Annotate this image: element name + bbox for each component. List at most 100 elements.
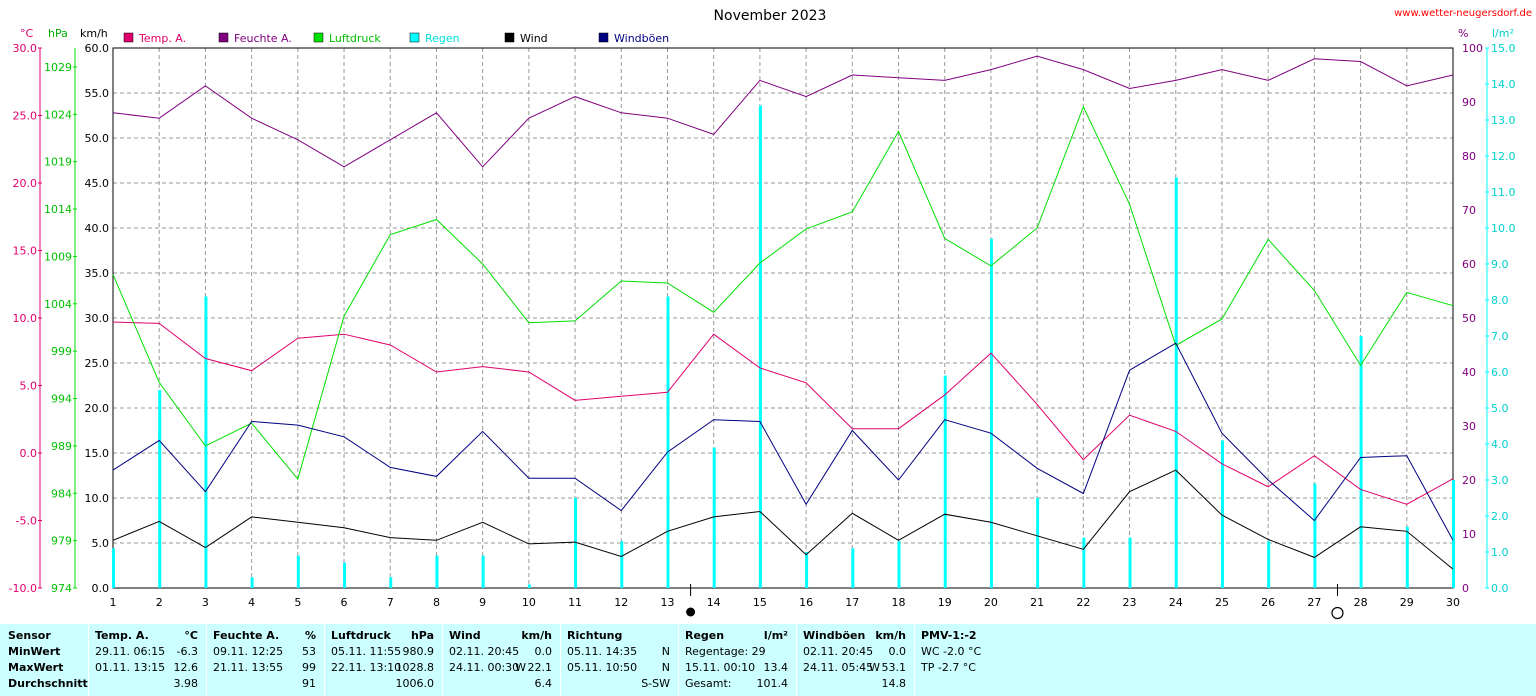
legend-label: Wind: [520, 32, 548, 45]
row-label-max: MaxWert: [8, 661, 64, 674]
day-tick-label: 18: [892, 596, 906, 609]
temp-unit: °C: [184, 629, 198, 642]
pressure-tick-label: 989: [51, 440, 72, 453]
wind-min: 0.0: [534, 645, 553, 658]
rain-bar: [343, 562, 347, 588]
humidity-min-time: 09.11. 12:25: [213, 645, 284, 658]
rain-bar: [435, 555, 439, 588]
rain-bar: [712, 447, 716, 588]
wind-tick-label: 60.0: [85, 42, 110, 55]
temp-tick-label: -5.0: [16, 515, 37, 528]
rain-bar: [943, 375, 947, 588]
humidity-tick-label: 20: [1462, 474, 1476, 487]
rain-bar: [1036, 498, 1040, 588]
rain-unit: l/m²: [763, 629, 788, 642]
legend-label: Windböen: [614, 32, 669, 45]
pressure-tick-label: 994: [51, 393, 72, 406]
direction-avg: S-SW: [641, 677, 670, 690]
rain-tick-label: 15.0: [1491, 42, 1516, 55]
wind-tick-label: 55.0: [85, 87, 110, 100]
rain-tick-label: 3.0: [1491, 474, 1509, 487]
rain-tick-label: 2.0: [1491, 510, 1509, 523]
temp-avg: 3.98: [173, 677, 199, 690]
series-line-feuchte-a-: [112, 55, 1454, 168]
wind-avg: 6.4: [534, 677, 553, 690]
rain-tick-label: 6.0: [1491, 366, 1509, 379]
day-tick-label: 11: [568, 596, 582, 609]
temp-tick-label: 0.0: [20, 447, 38, 460]
pressure-tick-label: 984: [51, 487, 72, 500]
wind-tick-label: 35.0: [85, 267, 110, 280]
rain-tick-label: 1.0: [1491, 546, 1509, 559]
humidity-tick-label: 100: [1462, 42, 1483, 55]
temp-tick-label: -10.0: [9, 582, 37, 595]
pmv-wc: WC -2.0 °C: [921, 645, 982, 658]
rain-tick-label: 5.0: [1491, 402, 1509, 415]
humidity-tick-label: 90: [1462, 96, 1476, 109]
chart-title: November 2023: [714, 8, 827, 24]
legend-label: Feuchte A.: [234, 32, 292, 45]
day-tick-label: 8: [433, 596, 440, 609]
pressure-tick-label: 1029: [44, 61, 72, 74]
temp-tick-label: 25.0: [13, 110, 38, 123]
legend-swatch: [409, 32, 420, 43]
legend-swatch: [598, 32, 609, 43]
temp-header: Temp. A.: [95, 629, 149, 642]
temp-min-time: 29.11. 06:15: [95, 645, 166, 658]
rain-bar: [481, 555, 485, 588]
day-tick-label: 30: [1446, 596, 1460, 609]
rain-bar: [851, 548, 855, 588]
stats-col-gusts: Windböen km/h 02.11. 20:45 0.0 24.11. 05:4…: [797, 624, 915, 696]
day-tick-label: 9: [479, 596, 486, 609]
day-tick-label: 24: [1169, 596, 1183, 609]
day-tick-label: 10: [522, 596, 536, 609]
legend-label: Luftdruck: [329, 32, 381, 45]
rain-bar: [1082, 537, 1086, 588]
rain-bar: [204, 296, 208, 588]
series-line-temp-a-: [112, 321, 1454, 505]
rain-bar: [1359, 336, 1363, 588]
pressure-tick-label: 1024: [44, 108, 72, 121]
humidity-avg: 91: [302, 677, 316, 690]
pressure-tick-label: 1009: [44, 250, 72, 263]
rain-bar: [1220, 440, 1224, 588]
legend-swatch: [218, 32, 229, 43]
rain-tick-label: 14.0: [1491, 78, 1516, 91]
temp-tick-label: 5.0: [20, 380, 38, 393]
direction-max: N: [661, 661, 670, 674]
stats-col-wind: Wind km/h 02.11. 20:45 0.0 24.11. 00:30 W 22…: [443, 624, 561, 696]
wind-tick-label: 5.0: [92, 537, 110, 550]
temp-tick-label: 10.0: [13, 312, 38, 325]
temp-min: -6.3: [176, 645, 198, 658]
rain-header: Regen: [685, 629, 725, 642]
humidity-tick-label: 50: [1462, 312, 1476, 325]
day-tick-label: 19: [938, 596, 952, 609]
series-line-wind: [112, 469, 1454, 570]
stats-col-temp: Temp. A. °C 29.11. 06:15 -6.3 01.11. 13:15…: [89, 624, 207, 696]
day-tick-label: 5: [294, 596, 301, 609]
direction-max-time: 05.11. 10:50: [567, 661, 638, 674]
day-tick-label: 15: [753, 596, 767, 609]
legend-swatch: [313, 32, 324, 43]
temp-max: 12.6: [173, 661, 199, 674]
temp-max-time: 01.11. 13:15: [95, 661, 166, 674]
wind-max: 22.1: [527, 661, 553, 674]
rain-bar: [158, 390, 162, 588]
day-tick-label: 28: [1354, 596, 1368, 609]
rain-bar: [1452, 480, 1455, 588]
gusts-unit: km/h: [875, 629, 906, 642]
rain-bar: [574, 498, 578, 588]
day-tick-label: 27: [1307, 596, 1321, 609]
pressure-tick-label: 1004: [44, 298, 72, 311]
rain-bars: [112, 105, 1455, 589]
day-tick-label: 14: [707, 596, 721, 609]
day-tick-label: 20: [984, 596, 998, 609]
day-tick-label: 23: [1123, 596, 1137, 609]
temp-tick-label: 20.0: [13, 177, 38, 190]
series-lines: [112, 55, 1454, 570]
day-tick-label: 1: [110, 596, 117, 609]
pressure-unit-label: hPa: [48, 27, 68, 40]
wind-tick-label: 30.0: [85, 312, 110, 325]
rain-bar: [666, 296, 670, 588]
wind-header: Wind: [449, 629, 481, 642]
